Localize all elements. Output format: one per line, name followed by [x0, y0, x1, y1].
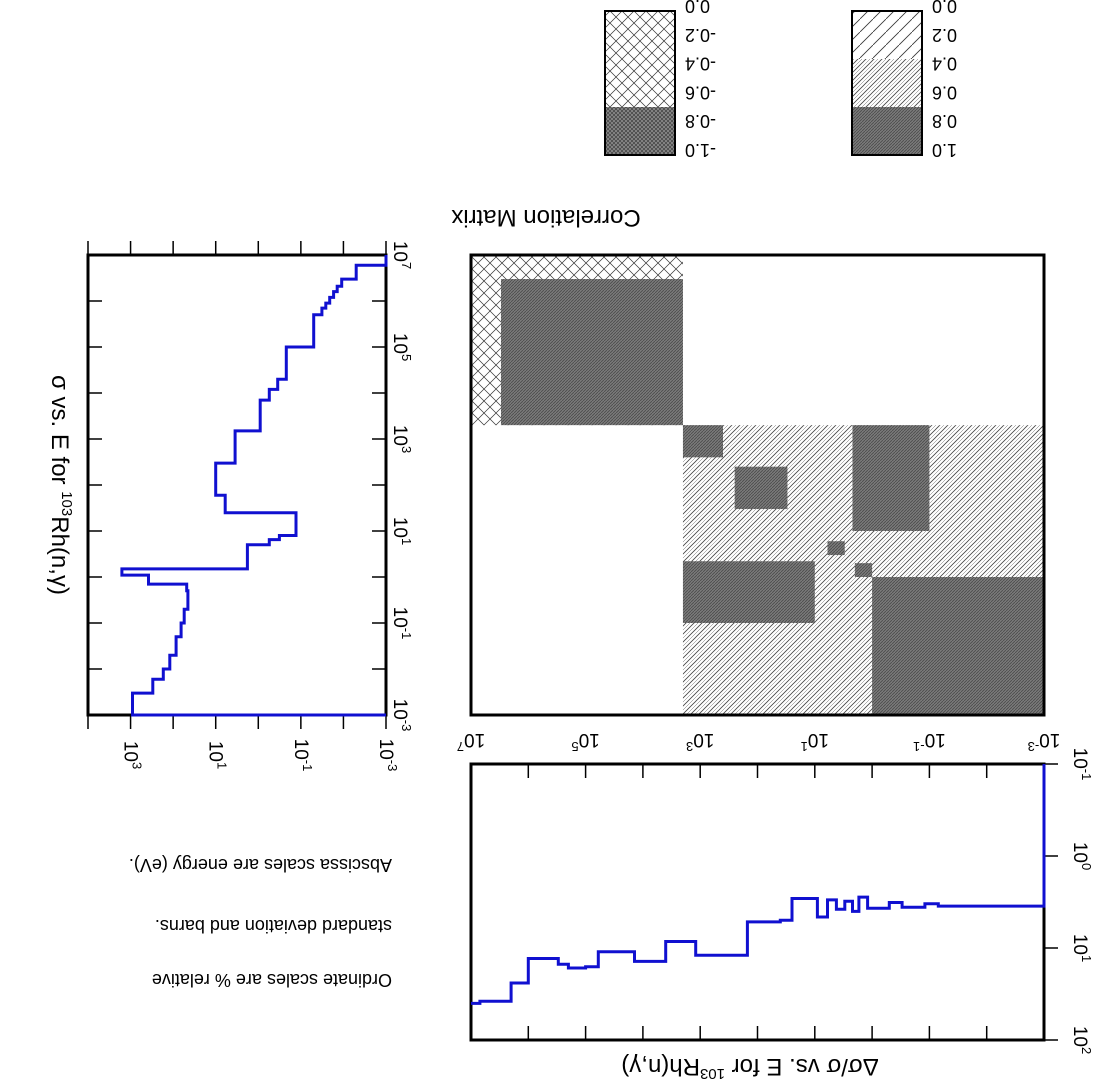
xs-energy-tick-label: 10-3: [389, 699, 414, 732]
uncertainty-panel: 10-1 100 101 102 10-3 10-1 101 103 105 107 Δσ/σ …: [457, 729, 1094, 1082]
xs-energy-tick-label: 103: [389, 425, 414, 453]
un-y-tick-label: 10-1: [1069, 748, 1094, 781]
legend-label: -0.2: [685, 25, 716, 45]
legend-label: -1.0: [685, 140, 716, 160]
legend-swatch: [605, 59, 675, 107]
legend-label: 0.6: [932, 82, 957, 102]
xs-energy-tick-label: 107: [389, 241, 414, 269]
legend-swatch: [852, 59, 922, 107]
uncertainty-y-ticks: 10-1 100 101 102: [1044, 748, 1094, 1055]
legend-swatch: [605, 11, 675, 59]
xs-energy-tick-label: 101: [389, 517, 414, 545]
cross-section-x-ticks: 10-3 10-1 101 103 105 107: [88, 241, 414, 732]
uncertainty-x-ticks: 10-3 10-1 101 103 105 107: [457, 729, 1061, 1040]
correlation-block: [683, 255, 1044, 425]
xs-sigma-tick-label: 103: [120, 741, 145, 769]
legend-label: 0.8: [932, 111, 957, 131]
legend-swatch: [852, 107, 922, 155]
correlation-panel: Correlation Matrix 1.0 0.8 0.6 0.4 0.2 0.0 -1.…: [451, 0, 1044, 715]
legend-label: 0.0: [685, 0, 710, 16]
un-y-tick-label: 100: [1069, 842, 1094, 870]
un-energy-tick-label: 10-1: [913, 729, 946, 754]
correlation-legend: 1.0 0.8 0.6 0.4 0.2 0.0 -1.0 -0.8 -0.6 -0.4 -0.2 0.…: [605, 0, 957, 160]
un-y-tick-label: 101: [1069, 934, 1094, 962]
flipped-figure: 103 101 10-1 10-3 10-3 10-1 101 103 105 107 σ vs…: [46, 0, 1094, 1082]
cross-section-series: [122, 255, 386, 715]
correlation-block: [855, 563, 872, 577]
uncertainty-series: [471, 764, 1044, 1003]
un-energy-tick-label: 101: [801, 729, 829, 754]
notes: Ordinate scales are % relative standard …: [129, 855, 392, 990]
xs-sigma-tick-label: 101: [205, 741, 230, 769]
legend-swatch: [605, 107, 675, 155]
legend-label: 0.4: [932, 54, 957, 74]
correlation-title: Correlation Matrix: [451, 204, 640, 231]
legend-label: -0.4: [685, 54, 716, 74]
xs-energy-tick-label: 105: [389, 333, 414, 361]
note-line-2: standard deviation and barns.: [155, 916, 392, 936]
note-line-1: Ordinate scales are % relative: [152, 970, 392, 990]
correlation-block: [828, 541, 845, 555]
note-line-3: Abscissa scales are energy (eV).: [129, 855, 392, 875]
un-energy-tick-label: 107: [457, 729, 485, 754]
uncertainty-title: Δσ/σ vs. E for 103Rh(n,γ): [621, 1053, 878, 1082]
legend-label: 0.2: [932, 25, 957, 45]
cross-section-title: σ vs. E for 103Rh(n,γ): [46, 375, 75, 595]
uncertainty-frame: [471, 764, 1044, 1040]
correlation-block: [501, 279, 683, 425]
correlation-blocks: [471, 255, 1044, 715]
un-energy-tick-label: 10-3: [1028, 729, 1061, 754]
correlation-block: [735, 467, 788, 509]
xs-sigma-tick-label: 10-1: [290, 739, 315, 772]
legend-label: -0.8: [685, 111, 716, 131]
un-energy-tick-label: 105: [571, 729, 599, 754]
xs-sigma-tick-label: 10-3: [375, 739, 400, 772]
un-energy-tick-label: 103: [686, 729, 714, 754]
cross-section-frame: [88, 255, 386, 715]
correlation-block: [683, 561, 815, 623]
correlation-block: [852, 425, 929, 531]
un-y-tick-label: 102: [1069, 1026, 1094, 1054]
xs-energy-tick-label: 10-1: [389, 607, 414, 640]
legend-label: 0.0: [932, 0, 957, 16]
legend-label: -0.6: [685, 82, 716, 102]
legend-swatch: [852, 11, 922, 59]
legend-label: 1.0: [932, 140, 957, 160]
correlation-block: [683, 425, 723, 457]
correlation-block: [471, 425, 683, 715]
cross-section-panel: 103 101 10-1 10-3 10-3 10-1 101 103 105 107 σ vs…: [46, 241, 414, 772]
correlation-block: [872, 577, 1044, 715]
